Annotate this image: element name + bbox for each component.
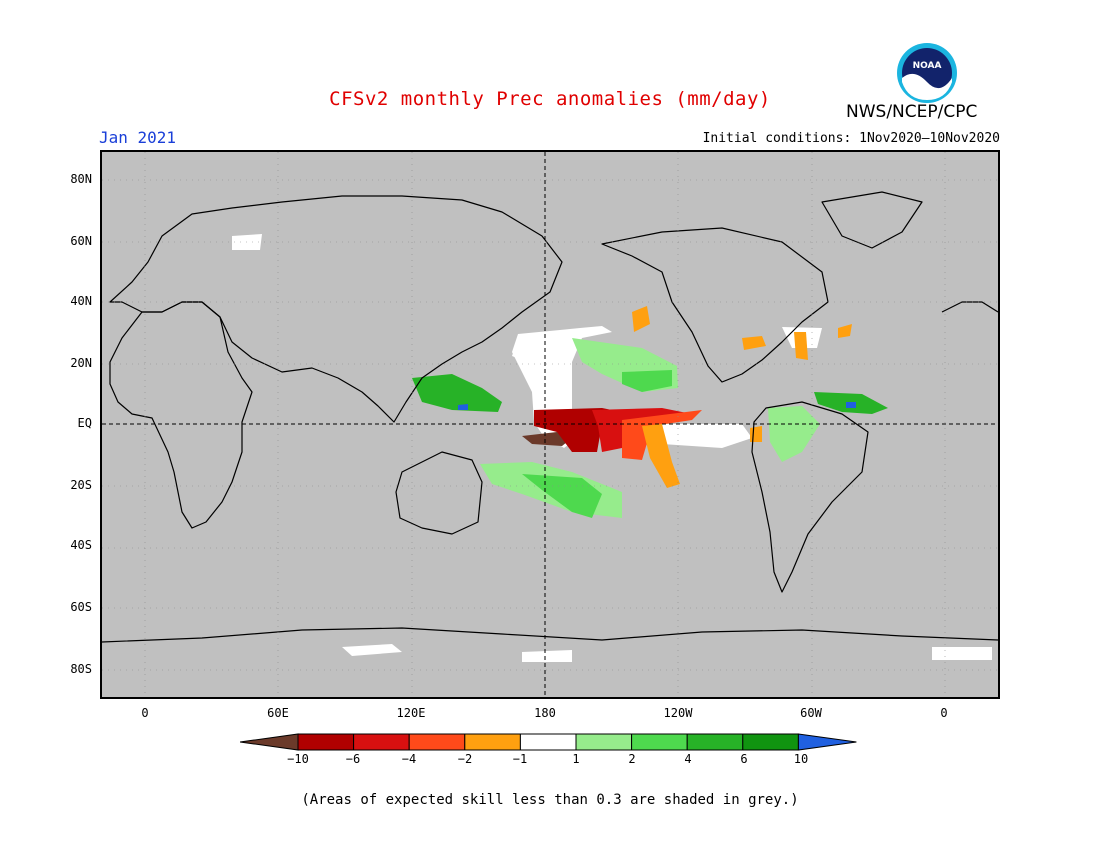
anomaly-patch-neutral — [522, 650, 572, 662]
coastline-greenland — [821, 191, 923, 249]
anomaly-patch-light-green — [768, 406, 820, 462]
anomaly-patch-green — [522, 474, 602, 518]
colorbar-label: −4 — [401, 752, 417, 766]
colorbar-bin — [519, 733, 577, 751]
colorbar-bin — [742, 733, 799, 751]
colorbar-label: −1 — [512, 752, 528, 766]
lon-label: 180 — [534, 706, 556, 720]
colorbar-bin — [686, 733, 744, 751]
anomaly-patch-blue — [846, 402, 856, 408]
anomaly-patch-blue — [458, 404, 468, 410]
anomaly-patch-green — [412, 374, 502, 412]
colorbar-bin — [297, 733, 355, 751]
anomaly-patch-brown — [522, 432, 572, 446]
anomaly-patch-neutral — [932, 647, 992, 660]
colorbar-label: −10 — [287, 752, 309, 766]
colorbar-label: 2 — [628, 752, 636, 766]
lon-label: 120W — [663, 706, 693, 720]
lon-label: 0 — [141, 706, 149, 720]
anomaly-patch-orange — [750, 426, 762, 442]
lat-label: 20S — [70, 478, 92, 492]
coastline-south-america — [751, 401, 869, 593]
footnote: (Areas of expected skill less than 0.3 a… — [301, 792, 799, 808]
anomaly-patches — [232, 234, 992, 662]
lat-label: 80S — [70, 662, 92, 676]
lat-label: 40S — [70, 538, 92, 552]
initial-conditions: Initial conditions: 1Nov2020–10Nov2020 — [702, 131, 1000, 146]
colorbar-label: 10 — [793, 752, 809, 766]
graticule — [102, 152, 998, 697]
coastlines — [102, 191, 998, 643]
anomaly-patch-green — [622, 370, 672, 392]
lat-label: 60N — [70, 234, 92, 248]
coastline-antarctica — [102, 627, 998, 643]
precip-anomaly-map — [100, 150, 1000, 699]
lon-label: 120E — [396, 706, 426, 720]
forecast-month: Jan 2021 — [99, 128, 177, 147]
lat-label: 20N — [70, 356, 92, 370]
lat-label: 80N — [70, 172, 92, 186]
noaa-logo-text: NOAA — [913, 61, 942, 71]
coastline-africa — [109, 301, 253, 529]
lon-label: 60W — [800, 706, 822, 720]
colorbar-label: 4 — [684, 752, 692, 766]
colorbar-bin — [353, 733, 410, 751]
lon-label: 0 — [940, 706, 948, 720]
colorbar-label: −6 — [345, 752, 361, 766]
colorbar-bin — [631, 733, 688, 751]
coastline-eurasia — [109, 195, 563, 423]
colorbar-bin — [408, 733, 466, 751]
anomaly-patch-orange — [794, 332, 808, 360]
colorbar-arrow-high — [797, 733, 857, 751]
colorbar-label: −2 — [457, 752, 473, 766]
colorbar-bin — [464, 733, 521, 751]
noaa-logo: NOAA — [896, 42, 958, 104]
anomaly-patch-orange — [642, 424, 680, 488]
coastline-north-america — [601, 227, 829, 383]
coastline-australia — [395, 451, 483, 535]
colorbar-bin — [575, 733, 633, 751]
anomaly-patch-neutral — [342, 644, 402, 656]
lat-label: 40N — [70, 294, 92, 308]
anomaly-patch-orange — [632, 306, 650, 332]
colorbar-arrow-low — [239, 733, 299, 751]
lat-label: 60S — [70, 600, 92, 614]
colorbar — [239, 733, 862, 755]
colorbar-label: 6 — [740, 752, 748, 766]
colorbar-label: 1 — [572, 752, 580, 766]
agency-label: NWS/NCEP/CPC — [846, 102, 978, 122]
anomaly-patch-red — [592, 408, 692, 452]
anomaly-patch-orange — [838, 324, 852, 338]
anomaly-patch-orange — [742, 336, 766, 350]
coastline-africa-repeat — [941, 301, 998, 313]
chart-title: CFSv2 monthly Prec anomalies (mm/day) — [329, 88, 771, 110]
lat-label: EQ — [77, 416, 92, 430]
anomaly-patch-neutral — [512, 338, 572, 366]
lon-label: 60E — [267, 706, 289, 720]
anomaly-patch-orange-red — [622, 410, 702, 460]
